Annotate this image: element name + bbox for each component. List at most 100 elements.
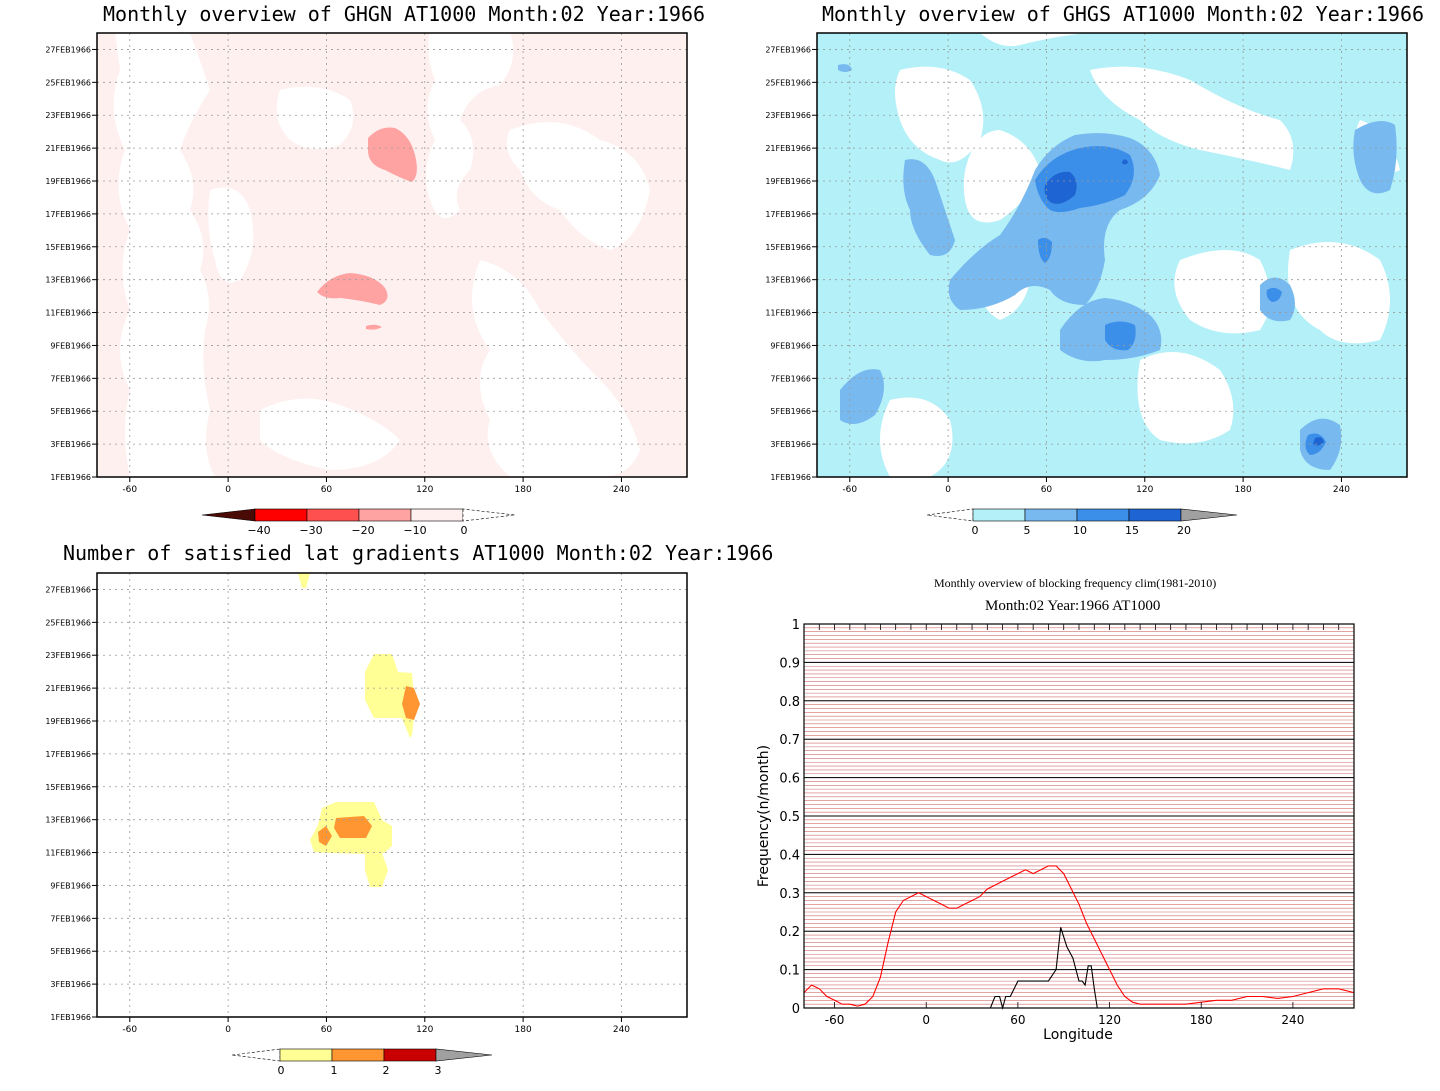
y-tick-label: 13FEB1966 [765, 276, 811, 285]
x-tick-label: 120 [416, 1025, 433, 1035]
y-tick-label: 15FEB1966 [765, 243, 811, 252]
ghgs-colorbar: 0 5 10 15 20 [926, 508, 1238, 537]
y-tick-label: 27FEB1966 [45, 585, 91, 594]
ghgs-title: Monthly overview of GHGS AT1000 Month:02… [822, 2, 1425, 26]
y-tick-label: 15FEB1966 [45, 243, 91, 252]
y-tick-label: 0.8 [779, 695, 800, 710]
freq-title: Monthly overview of blocking frequency c… [934, 576, 1217, 590]
ghgn-colorbar-box [410, 508, 464, 522]
y-tick-label: 21FEB1966 [765, 144, 811, 153]
x-tick-label: 60 [1041, 485, 1053, 495]
x-tick-label: 180 [515, 485, 532, 495]
grad-gridlines [97, 573, 687, 1017]
ghgs-white-hole [1090, 66, 1294, 170]
y-tick-label: 1FEB1966 [50, 1013, 91, 1022]
y-tick-label: 13FEB1966 [45, 276, 91, 285]
x-tick-label: 180 [1190, 1013, 1213, 1027]
y-tick-label: 0.6 [779, 772, 800, 787]
ghgn-white-region [208, 187, 254, 283]
x-tick-label: 240 [1333, 485, 1350, 495]
ghgs-level-10-15 [1266, 287, 1282, 302]
y-tick-label: 5FEB1966 [50, 947, 91, 956]
y-tick-label: 5FEB1966 [770, 407, 811, 416]
ghgs-white-hole [880, 397, 953, 477]
freq-minor-gridlines [804, 627, 1354, 1005]
ghgs-colorbar-box [972, 508, 1026, 522]
ghgs-colorbar-box [1128, 508, 1182, 522]
grad-colorbar-label: 3 [435, 1064, 442, 1077]
freq-subtitle: Month:02 Year:1966 AT1000 [985, 598, 1161, 614]
y-tick-label: 0.2 [779, 925, 800, 940]
ghgn-anomaly-patch [366, 324, 382, 330]
y-tick-label: 1FEB1966 [770, 473, 811, 482]
ghgs-level-5-10 [840, 369, 884, 424]
y-tick-label: 21FEB1966 [45, 144, 91, 153]
y-tick-label: 9FEB1966 [770, 341, 811, 350]
grad-colorbar-triangle [435, 1048, 493, 1062]
ghgn-colorbar-triangle [462, 508, 516, 522]
ghgn-white-region [506, 122, 650, 250]
y-tick-label: 17FEB1966 [45, 750, 91, 759]
ghgn-white-region [426, 33, 514, 218]
y-tick-label: 27FEB1966 [45, 45, 91, 54]
y-tick-label: 0.9 [779, 656, 800, 671]
y-tick-label: 27FEB1966 [765, 45, 811, 54]
y-tick-label: 23FEB1966 [765, 111, 811, 120]
y-tick-label: 0 [792, 1002, 800, 1017]
grad-level-0-1 [310, 802, 392, 887]
ghgs-white-hole [1174, 250, 1270, 334]
ghgn-white-region [260, 398, 400, 470]
x-tick-label: 120 [1098, 1013, 1121, 1027]
ghgs-white-hole [1288, 242, 1390, 344]
y-tick-label: 17FEB1966 [45, 210, 91, 219]
y-tick-label: 0.4 [779, 848, 800, 863]
x-tick-label: -60 [122, 485, 137, 495]
ghgs-colorbar-label: 0 [972, 524, 979, 537]
y-tick-label: 21FEB1966 [45, 684, 91, 693]
grad-colorbar-box [331, 1048, 385, 1062]
ghgs-white-hole [895, 66, 984, 163]
ghgn-colorbar-label: −10 [403, 524, 426, 537]
y-tick-label: 7FEB1966 [770, 374, 811, 383]
x-tick-label: 120 [416, 485, 433, 495]
x-tick-label: 0 [945, 485, 951, 495]
ghgn-colorbar-box [306, 508, 360, 522]
ghgs-level-5-10 [903, 159, 955, 256]
ghgn-anomaly-patch [368, 127, 417, 182]
grad-colorbar-box [383, 1048, 437, 1062]
climatology-line [804, 927, 1354, 1011]
y-tick-label: 0.5 [779, 810, 800, 825]
ghgs-colorbar-label: 20 [1177, 524, 1191, 537]
ghgs-level-15-20 [1122, 159, 1128, 165]
freq-ylabel: Frequency(n/month) [756, 745, 772, 887]
ghgn-white-region [472, 260, 640, 477]
y-tick-label: 23FEB1966 [45, 651, 91, 660]
ghgn-gridlines [97, 33, 687, 477]
freq-axes: 0 0.1 0.2 0.3 0.4 0.5 0.6 0.7 0.8 0.9 1 -60 0 60 120 18… [779, 618, 1355, 1027]
ghgs-axes: -60 0 60 120 180 240 1FEB1966 3FEB1966 5FEB1966 7… [765, 45, 1350, 495]
x-tick-label: 240 [1281, 1013, 1304, 1027]
ghgs-colorbar-box [1076, 508, 1130, 522]
ghgs-white-hole [1137, 352, 1234, 444]
ghgs-gridlines [817, 33, 1407, 477]
ghgn-plot: -60 0 60 120 180 240 1FEB1966 3FEB1966 5FEB1966 7… [45, 32, 688, 495]
grad-colorbar-box [279, 1048, 333, 1062]
grad-level-1-2 [334, 816, 372, 838]
ghgn-colorbar-box [254, 508, 308, 522]
ghgs-colorbar-label: 15 [1125, 524, 1139, 537]
grad-plot: -60 0 60 120 180 240 1FEB1966 3FEB1966 5FEB1966 7… [45, 572, 688, 1035]
grad-colorbar: 0 1 2 3 [231, 1048, 493, 1077]
ghgn-anomaly-patch [317, 273, 388, 305]
ghgs-colorbar-triangle [1180, 508, 1238, 522]
ghgn-title: Monthly overview of GHGN AT1000 Month:02… [103, 2, 706, 26]
y-tick-label: 23FEB1966 [45, 111, 91, 120]
y-tick-label: 7FEB1966 [50, 914, 91, 923]
freq-plot: 0 0.1 0.2 0.3 0.4 0.5 0.6 0.7 0.8 0.9 1 -60 0 60 120 18… [756, 618, 1355, 1043]
freq-xlabel: Longitude [1043, 1027, 1113, 1043]
x-tick-label: 240 [613, 485, 630, 495]
y-tick-label: 13FEB1966 [45, 816, 91, 825]
ghgn-colorbar-label: −30 [299, 524, 322, 537]
ghgs-colorbar-box [1024, 508, 1078, 522]
y-tick-label: 3FEB1966 [50, 440, 91, 449]
grad-level-0-1 [298, 573, 310, 588]
